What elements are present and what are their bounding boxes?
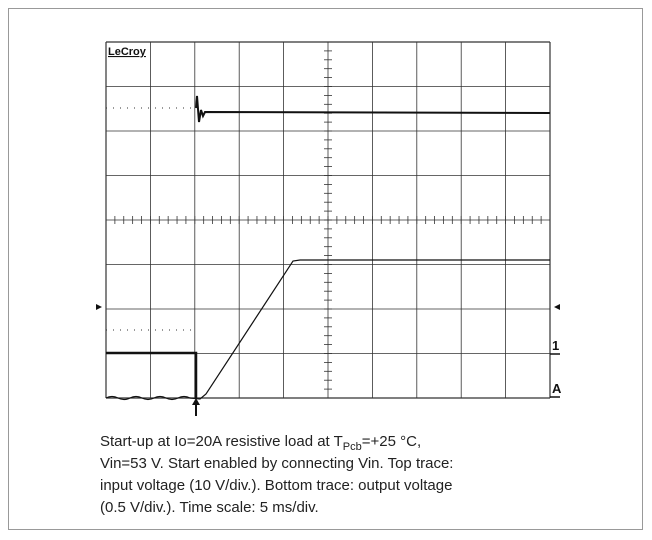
trigger-marker: A xyxy=(552,381,562,396)
brand-label: LeCroy xyxy=(108,46,147,58)
top-trace xyxy=(195,95,551,123)
scope-grid xyxy=(105,41,551,399)
caption-text: Start-up at Io=20A resistive load at T xyxy=(100,433,343,450)
caption-text: =+25 °C, xyxy=(362,433,421,450)
output-trace xyxy=(105,259,550,401)
caption-line: Vin=53 V. Start enabled by connecting Vi… xyxy=(100,455,453,472)
caption-line: Start-up at Io=20A resistive load at TPc… xyxy=(100,433,421,453)
trigger-arrowhead xyxy=(192,398,200,405)
caption-line: input voltage (10 V/div.). Bottom trace:… xyxy=(100,477,452,494)
left-level-marker xyxy=(96,304,102,310)
caption-line: (0.5 V/div.). Time scale: 5 ms/div. xyxy=(100,499,319,516)
figure-border xyxy=(8,8,643,530)
caption-subscript: Pcb xyxy=(343,441,362,453)
right-level-marker xyxy=(554,304,560,310)
enable-trace xyxy=(106,351,198,398)
channel-marker: 1 xyxy=(552,338,559,353)
